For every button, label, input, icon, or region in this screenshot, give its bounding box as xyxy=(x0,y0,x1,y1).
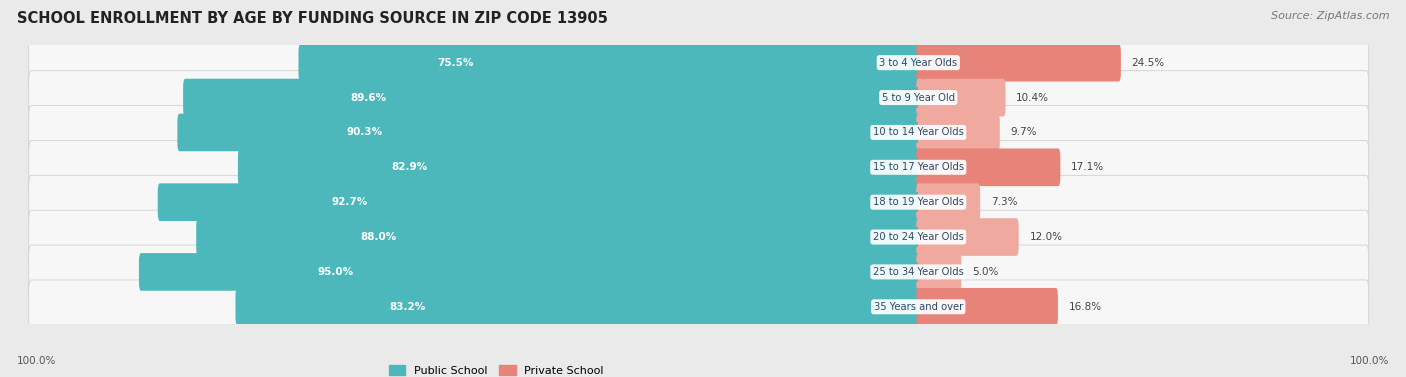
Text: 9.7%: 9.7% xyxy=(1011,127,1038,138)
Text: 24.5%: 24.5% xyxy=(1132,58,1164,68)
Text: Source: ZipAtlas.com: Source: ZipAtlas.com xyxy=(1271,11,1389,21)
Text: 89.6%: 89.6% xyxy=(350,92,387,103)
Bar xyxy=(578,297,920,317)
Text: 10.4%: 10.4% xyxy=(1017,92,1049,103)
FancyBboxPatch shape xyxy=(28,280,1368,334)
Bar xyxy=(551,87,920,108)
FancyBboxPatch shape xyxy=(917,44,1121,81)
Text: 20 to 24 Year Olds: 20 to 24 Year Olds xyxy=(873,232,963,242)
Text: 75.5%: 75.5% xyxy=(437,58,474,68)
FancyBboxPatch shape xyxy=(177,113,921,151)
FancyBboxPatch shape xyxy=(28,106,1368,159)
Text: 35 Years and over: 35 Years and over xyxy=(873,302,963,312)
Bar xyxy=(538,192,920,212)
Text: 90.3%: 90.3% xyxy=(346,127,382,138)
Bar xyxy=(530,262,920,282)
Bar xyxy=(548,122,920,143)
Text: 18 to 19 Year Olds: 18 to 19 Year Olds xyxy=(873,197,963,207)
Bar xyxy=(918,262,939,282)
Bar xyxy=(558,227,920,247)
Text: 5 to 9 Year Old: 5 to 9 Year Old xyxy=(882,92,955,103)
FancyBboxPatch shape xyxy=(197,218,921,256)
FancyBboxPatch shape xyxy=(28,175,1368,229)
Bar xyxy=(918,87,960,108)
FancyBboxPatch shape xyxy=(235,288,921,326)
Bar xyxy=(918,157,988,178)
Text: 83.2%: 83.2% xyxy=(389,302,426,312)
Text: 15 to 17 Year Olds: 15 to 17 Year Olds xyxy=(873,162,965,172)
Text: 100.0%: 100.0% xyxy=(1350,356,1389,366)
Text: 12.0%: 12.0% xyxy=(1029,232,1063,242)
Text: SCHOOL ENROLLMENT BY AGE BY FUNDING SOURCE IN ZIP CODE 13905: SCHOOL ENROLLMENT BY AGE BY FUNDING SOUR… xyxy=(17,11,607,26)
Bar xyxy=(579,157,920,178)
FancyBboxPatch shape xyxy=(298,44,921,81)
FancyBboxPatch shape xyxy=(917,79,1005,116)
Text: 7.3%: 7.3% xyxy=(991,197,1018,207)
Text: 5.0%: 5.0% xyxy=(972,267,998,277)
FancyBboxPatch shape xyxy=(917,253,962,291)
FancyBboxPatch shape xyxy=(917,218,1018,256)
Text: 95.0%: 95.0% xyxy=(318,267,353,277)
FancyBboxPatch shape xyxy=(238,149,921,186)
FancyBboxPatch shape xyxy=(28,141,1368,194)
FancyBboxPatch shape xyxy=(28,36,1368,89)
FancyBboxPatch shape xyxy=(183,79,921,116)
FancyBboxPatch shape xyxy=(917,288,1057,326)
Bar xyxy=(918,297,987,317)
Text: 16.8%: 16.8% xyxy=(1069,302,1102,312)
FancyBboxPatch shape xyxy=(28,210,1368,264)
FancyBboxPatch shape xyxy=(28,245,1368,299)
Text: 88.0%: 88.0% xyxy=(360,232,396,242)
Text: 25 to 34 Year Olds: 25 to 34 Year Olds xyxy=(873,267,963,277)
Bar xyxy=(918,122,957,143)
Text: 10 to 14 Year Olds: 10 to 14 Year Olds xyxy=(873,127,963,138)
Bar xyxy=(918,52,1018,73)
Bar xyxy=(609,52,920,73)
FancyBboxPatch shape xyxy=(157,183,921,221)
FancyBboxPatch shape xyxy=(917,183,980,221)
FancyBboxPatch shape xyxy=(28,71,1368,124)
Bar xyxy=(918,227,967,247)
FancyBboxPatch shape xyxy=(139,253,921,291)
Text: 92.7%: 92.7% xyxy=(332,197,367,207)
FancyBboxPatch shape xyxy=(917,149,1060,186)
Text: 3 to 4 Year Olds: 3 to 4 Year Olds xyxy=(879,58,957,68)
Text: 17.1%: 17.1% xyxy=(1071,162,1104,172)
Legend: Public School, Private School: Public School, Private School xyxy=(384,360,609,377)
Bar xyxy=(918,192,948,212)
Text: 82.9%: 82.9% xyxy=(391,162,427,172)
FancyBboxPatch shape xyxy=(917,113,1000,151)
Text: 100.0%: 100.0% xyxy=(17,356,56,366)
